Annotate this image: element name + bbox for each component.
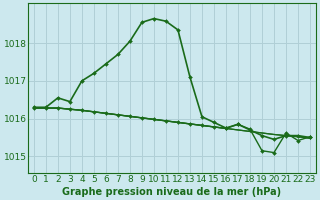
X-axis label: Graphe pression niveau de la mer (hPa): Graphe pression niveau de la mer (hPa) (62, 187, 282, 197)
